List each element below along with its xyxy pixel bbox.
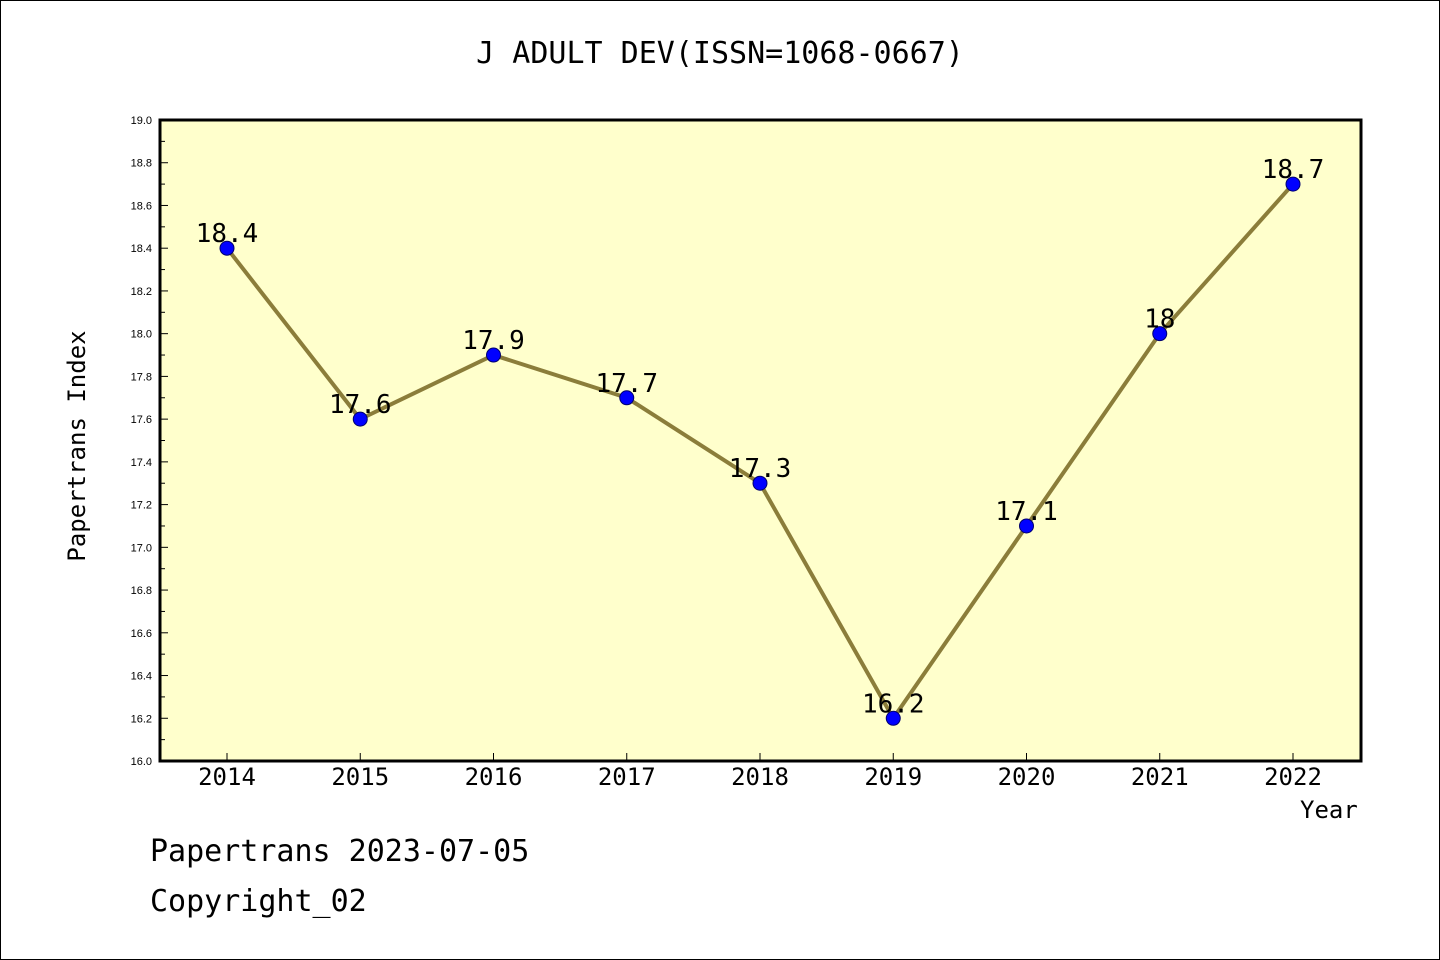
data-label: 18.4: [196, 219, 259, 249]
y-tick-label: 18.4: [131, 243, 152, 255]
y-axis-title: Papertrans Index: [63, 330, 91, 562]
x-tick-label: 2019: [864, 763, 922, 791]
data-label: 16.2: [862, 689, 925, 719]
data-point: [752, 475, 768, 491]
data-point: [219, 240, 235, 256]
x-tick-label: 2021: [1131, 763, 1189, 791]
y-tick-label: 18.2: [131, 286, 152, 298]
y-tick-label: 16.4: [131, 671, 152, 683]
y-tick-label: 17.0: [131, 542, 152, 554]
data-point: [619, 390, 635, 406]
x-tick-label: 2020: [998, 763, 1056, 791]
footer-date: Papertrans 2023-07-05: [150, 834, 530, 869]
chart-title: J ADULT DEV(ISSN=1068-0667): [476, 36, 964, 71]
footer-copyright: Copyright_02: [150, 884, 367, 919]
y-tick-label: 17.6: [131, 414, 152, 426]
data-labels: 18.4 17.6 17.9 17.7 17.3 16.2 17.1 18 18.7: [196, 155, 1325, 719]
x-axis-title: Year: [1300, 796, 1358, 824]
y-tick-label: 18.6: [131, 200, 152, 212]
y-axis: 16.0 16.2 16.4 16.6 16.8 17.0 17.2 17.4 17.6 17.8…: [131, 115, 168, 768]
y-tick-label: 16.2: [131, 713, 152, 725]
y-tick-label: 18.0: [131, 329, 152, 341]
y-tick-label: 17.8: [131, 371, 152, 383]
data-label: 17.9: [462, 326, 525, 356]
y-tick-label: 19.0: [131, 115, 152, 127]
data-point: [352, 411, 368, 427]
data-label: 17.6: [329, 390, 392, 420]
y-tick-label: 18.8: [131, 158, 152, 170]
data-label: 17.3: [729, 454, 792, 484]
data-point: [1152, 326, 1168, 342]
y-tick-label: 16.8: [131, 585, 152, 597]
plot-area: [158, 118, 1363, 763]
data-label: 18: [1144, 305, 1175, 335]
y-tick-label: 17.4: [131, 457, 152, 469]
data-point: [486, 347, 501, 363]
data-point: [885, 710, 901, 726]
data-label: 17.7: [595, 369, 658, 399]
x-axis: 2014 2015 2016 2017 2018 2019 2020 2021 2022: [198, 753, 1322, 791]
data-point: [1019, 518, 1034, 534]
y-tick-label: 16.0: [131, 756, 152, 768]
y-tick-label: 16.6: [131, 628, 152, 640]
data-points: [219, 176, 1301, 726]
y-tick-label: 17.2: [131, 500, 152, 512]
data-label: 17.1: [995, 497, 1058, 527]
x-tick-label: 2018: [731, 763, 789, 791]
x-tick-label: 2022: [1264, 763, 1322, 791]
x-tick-label: 2015: [331, 763, 389, 791]
x-tick-label: 2014: [198, 763, 256, 791]
data-label: 18.7: [1262, 155, 1325, 185]
x-tick-label: 2016: [465, 763, 523, 791]
data-point: [1285, 176, 1301, 192]
x-tick-label: 2017: [598, 763, 656, 791]
